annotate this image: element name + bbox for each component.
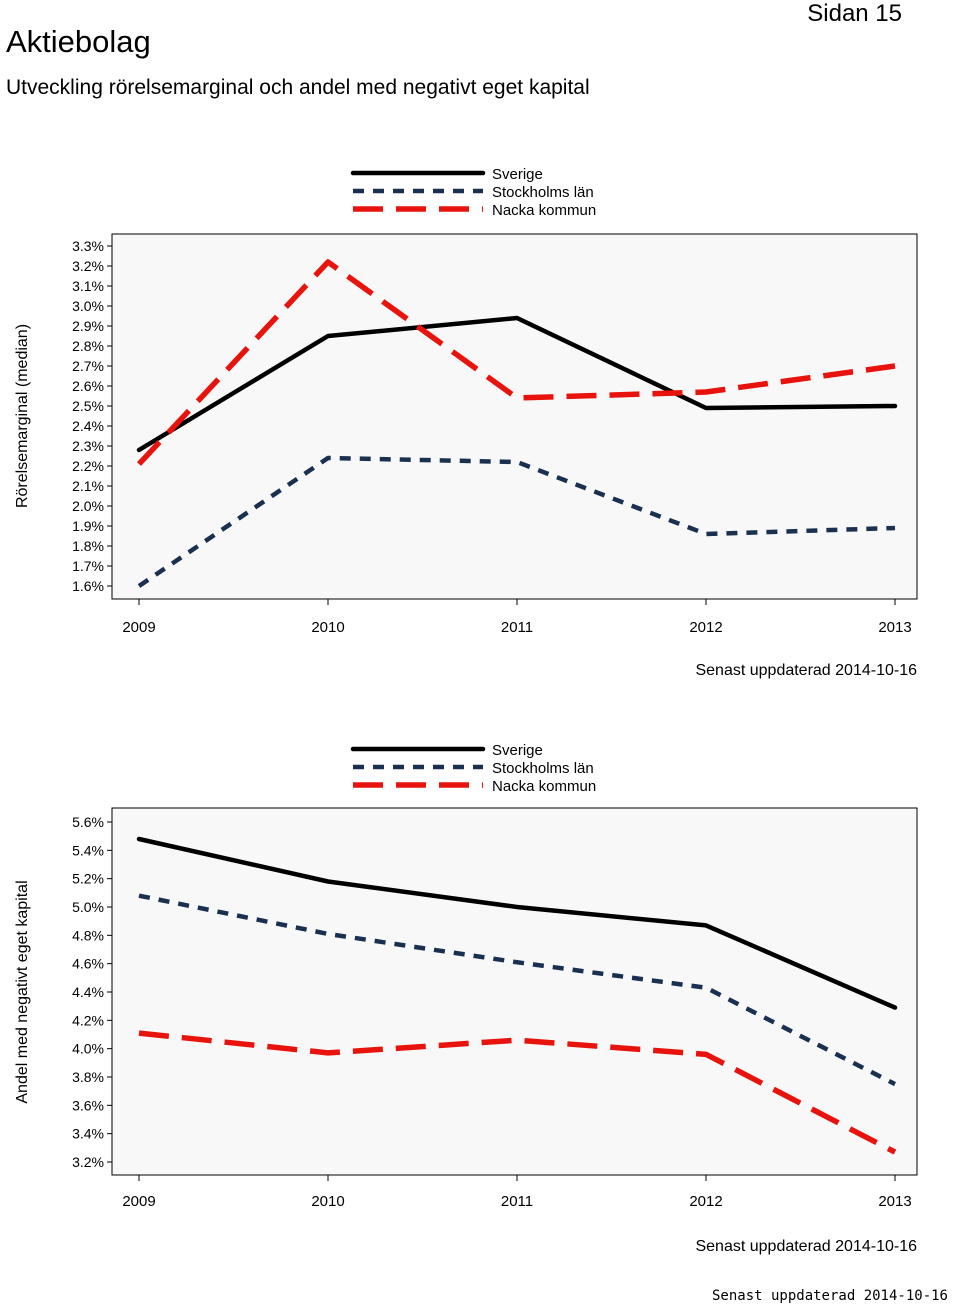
y-tick-label: 3.0% [72, 298, 104, 314]
x-tick-label: 2009 [122, 619, 155, 636]
y-tick-label: 1.6% [72, 578, 104, 594]
legend-label-nacka: Nacka kommun [492, 778, 596, 795]
y-tick-label: 1.9% [72, 518, 104, 534]
y-tick-label: 2.2% [72, 458, 104, 474]
y-tick-label: 2.4% [72, 418, 104, 434]
x-tick-label: 2010 [311, 619, 344, 636]
y-tick-label: 5.6% [72, 814, 104, 830]
y-tick-label: 3.6% [72, 1097, 104, 1113]
y-tick-label: 3.3% [72, 238, 104, 254]
legend-label-stockholm: Stockholms län [492, 760, 594, 777]
y-tick-label: 1.7% [72, 558, 104, 574]
y-tick-label: 2.1% [72, 478, 104, 494]
plot-area [111, 233, 918, 600]
y-tick-label: 2.7% [72, 358, 104, 374]
page-number: Sidan 15 [807, 0, 902, 27]
chart1-updated-note: Senast uppdaterad 2014-10-16 [695, 662, 917, 679]
y-tick-label: 2.8% [72, 338, 104, 354]
y-tick-label: 2.3% [72, 438, 104, 454]
y-tick-label: 4.0% [72, 1041, 104, 1057]
series-line-nacka [136, 259, 896, 466]
y-tick-label: 3.2% [72, 1154, 104, 1170]
y-tick-label: 3.4% [72, 1126, 104, 1142]
legend-label-sverige: Sverige [492, 742, 543, 759]
x-tick-label: 2013 [878, 1193, 911, 1210]
y-tick-label: 3.2% [72, 258, 104, 274]
y-tick-label: 3.1% [72, 278, 104, 294]
y-tick-label: 2.0% [72, 498, 104, 514]
y-tick-label: 4.8% [72, 927, 104, 943]
y-tick-label: 2.6% [72, 378, 104, 394]
page-title: Aktiebolag [6, 24, 151, 59]
y-axis-label: Andel med negativt eget kapital [14, 880, 31, 1103]
y-tick-label: 2.5% [72, 398, 104, 414]
x-tick-label: 2009 [122, 1193, 155, 1210]
page-subtitle: Utveckling rörelsemarginal och andel med… [6, 76, 590, 99]
x-tick-label: 2012 [689, 619, 722, 636]
y-tick-label: 3.8% [72, 1069, 104, 1085]
y-tick-label: 5.2% [72, 871, 104, 887]
x-tick-label: 2010 [311, 1193, 344, 1210]
y-tick-label: 5.4% [72, 842, 104, 858]
y-tick-label: 4.4% [72, 984, 104, 1000]
series-line-stockholm [137, 455, 896, 588]
y-tick-label: 4.2% [72, 1012, 104, 1028]
legend-label-nacka: Nacka kommun [492, 202, 596, 219]
y-axis-label: Rörelsemarginal (median) [14, 324, 31, 508]
y-tick-label: 4.6% [72, 956, 104, 972]
x-tick-label: 2012 [689, 1193, 722, 1210]
y-tick-label: 1.8% [72, 538, 104, 554]
x-tick-label: 2011 [501, 619, 533, 636]
chart2-updated-note: Senast uppdaterad 2014-10-16 [695, 1238, 917, 1255]
legend-label-sverige: Sverige [492, 166, 543, 183]
x-tick-label: 2011 [501, 1193, 533, 1210]
legend-label-stockholm: Stockholms län [492, 184, 594, 201]
footer-updated: Senast uppdaterad 2014-10-16 [711, 1288, 948, 1304]
x-tick-label: 2013 [878, 619, 911, 636]
plot-area [111, 807, 918, 1176]
y-tick-label: 5.0% [72, 899, 104, 915]
y-tick-label: 2.9% [72, 318, 104, 334]
